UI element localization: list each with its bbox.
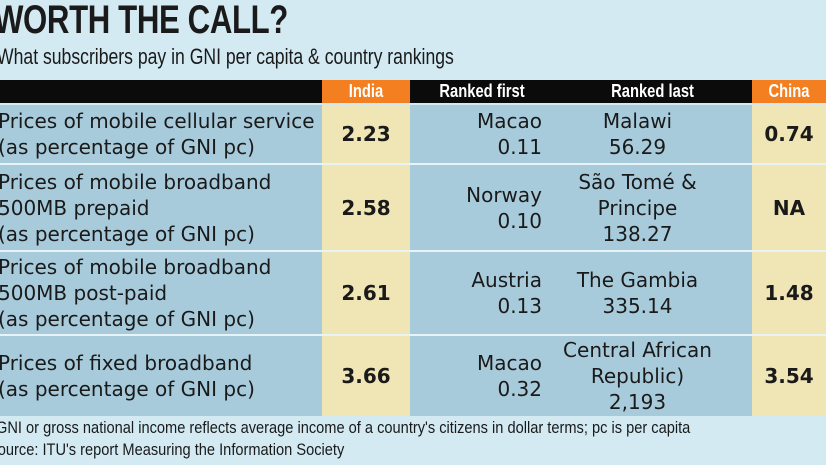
india-value-text: 3.66 bbox=[341, 364, 391, 388]
india-value-text: 2.58 bbox=[341, 195, 391, 220]
table-row: Prices of fixed broadband (as percentage… bbox=[0, 336, 826, 416]
ranked-last-value-text: The Gambia 335.14 bbox=[576, 268, 699, 318]
india-value: 3.66 bbox=[322, 336, 410, 416]
ranked-first-value-text: Macao 0.32 bbox=[477, 351, 542, 401]
row-label: Prices of mobile broadband 500MB prepaid… bbox=[0, 165, 322, 250]
ranked-last-value-text: Central African Republic) 2,193 bbox=[563, 338, 712, 414]
china-value: NA bbox=[752, 165, 826, 250]
china-value: 0.74 bbox=[752, 105, 826, 163]
ranked-last-value-text: Malawi 56.29 bbox=[602, 109, 673, 159]
row-divider bbox=[0, 163, 826, 165]
row-label-text: Prices of fixed broadband (as percentage… bbox=[0, 351, 255, 401]
india-value-text: 2.23 bbox=[341, 122, 391, 146]
china-value: 3.54 bbox=[752, 336, 826, 416]
header-china: China bbox=[752, 80, 826, 103]
china-value-text: 3.54 bbox=[764, 364, 814, 388]
table-row: Prices of mobile broadband 500MB prepaid… bbox=[0, 165, 826, 250]
row-label-text: Prices of mobile broadband 500MB post-pa… bbox=[0, 255, 272, 331]
ranked-last-value: The Gambia 335.14 bbox=[550, 252, 725, 334]
footnote: GNI or gross national income reflects av… bbox=[0, 418, 691, 437]
ranked-first-value: Macao 0.11 bbox=[410, 105, 542, 163]
ranked-last-value: São Tomé & Principe 138.27 bbox=[550, 165, 725, 250]
china-value-text: 0.74 bbox=[764, 122, 814, 146]
india-value: 2.23 bbox=[322, 105, 410, 163]
header-ranked-last: Ranked last bbox=[611, 81, 694, 101]
ranked-first-value: Norway 0.10 bbox=[410, 165, 542, 250]
title: WORTH THE CALL? bbox=[0, 0, 288, 42]
table-row: Prices of mobile broadband 500MB post-pa… bbox=[0, 252, 826, 334]
row-divider bbox=[0, 250, 826, 252]
row-divider bbox=[0, 334, 826, 336]
row-label: Prices of mobile cellular service (as pe… bbox=[0, 105, 322, 163]
header-india: India bbox=[322, 80, 410, 103]
row-label-text: Prices of mobile broadband 500MB prepaid… bbox=[0, 169, 272, 246]
row-label: Prices of fixed broadband (as percentage… bbox=[0, 336, 322, 416]
ranked-first-value-text: Macao 0.11 bbox=[477, 109, 542, 159]
india-value: 2.61 bbox=[322, 252, 410, 334]
ranked-first-value-text: Norway 0.10 bbox=[466, 182, 542, 233]
row-label-text: Prices of mobile cellular service (as pe… bbox=[0, 109, 315, 159]
ranked-last-value: Central African Republic) 2,193 bbox=[550, 336, 725, 416]
ranked-first-value-text: Austria 0.13 bbox=[471, 268, 542, 318]
row-label: Prices of mobile broadband 500MB post-pa… bbox=[0, 252, 322, 334]
header-ranked-first: Ranked first bbox=[439, 81, 526, 101]
ranked-first-value: Macao 0.32 bbox=[410, 336, 542, 416]
table-header: India Ranked first Ranked last China bbox=[0, 80, 826, 103]
india-value-text: 2.61 bbox=[341, 281, 391, 305]
china-value-text: NA bbox=[772, 195, 806, 220]
ranked-last-value-text: São Tomé & Principe 138.27 bbox=[578, 169, 697, 246]
ranked-first-value: Austria 0.13 bbox=[410, 252, 542, 334]
source: Source: ITU's report Measuring the Infor… bbox=[0, 440, 345, 459]
table-row: Prices of mobile cellular service (as pe… bbox=[0, 105, 826, 163]
india-value: 2.58 bbox=[322, 165, 410, 250]
china-value: 1.48 bbox=[752, 252, 826, 334]
china-value-text: 1.48 bbox=[764, 281, 814, 305]
ranked-last-value: Malawi 56.29 bbox=[550, 105, 725, 163]
subtitle: What subscribers pay in GNI per capita &… bbox=[0, 44, 454, 69]
